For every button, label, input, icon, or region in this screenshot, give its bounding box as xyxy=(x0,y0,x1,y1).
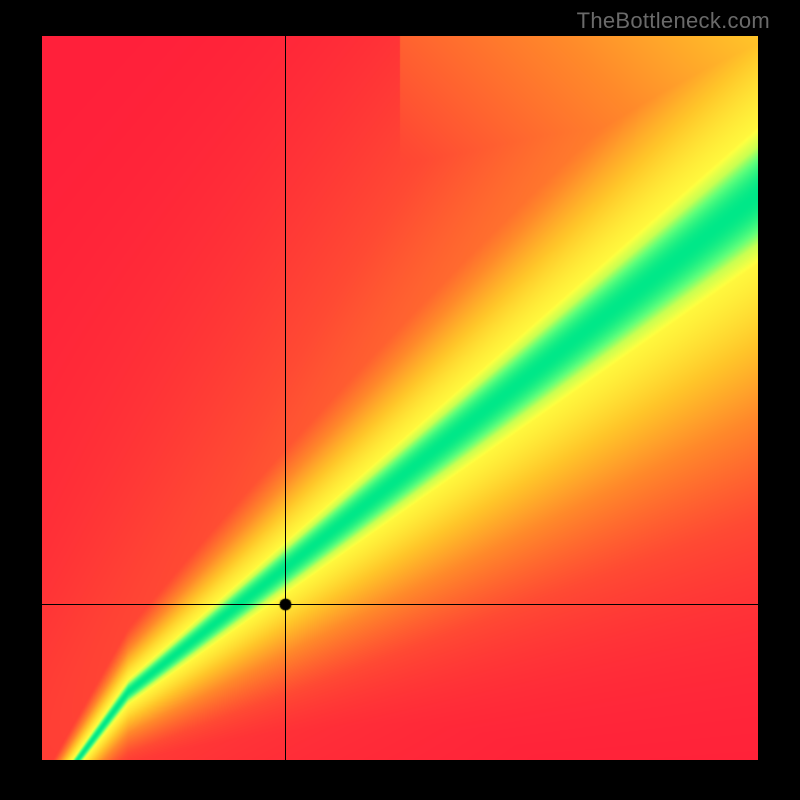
watermark-text: TheBottleneck.com xyxy=(577,8,770,34)
chart-frame: TheBottleneck.com xyxy=(0,0,800,800)
marker-dot xyxy=(42,36,758,760)
heatmap-plot xyxy=(42,36,758,760)
